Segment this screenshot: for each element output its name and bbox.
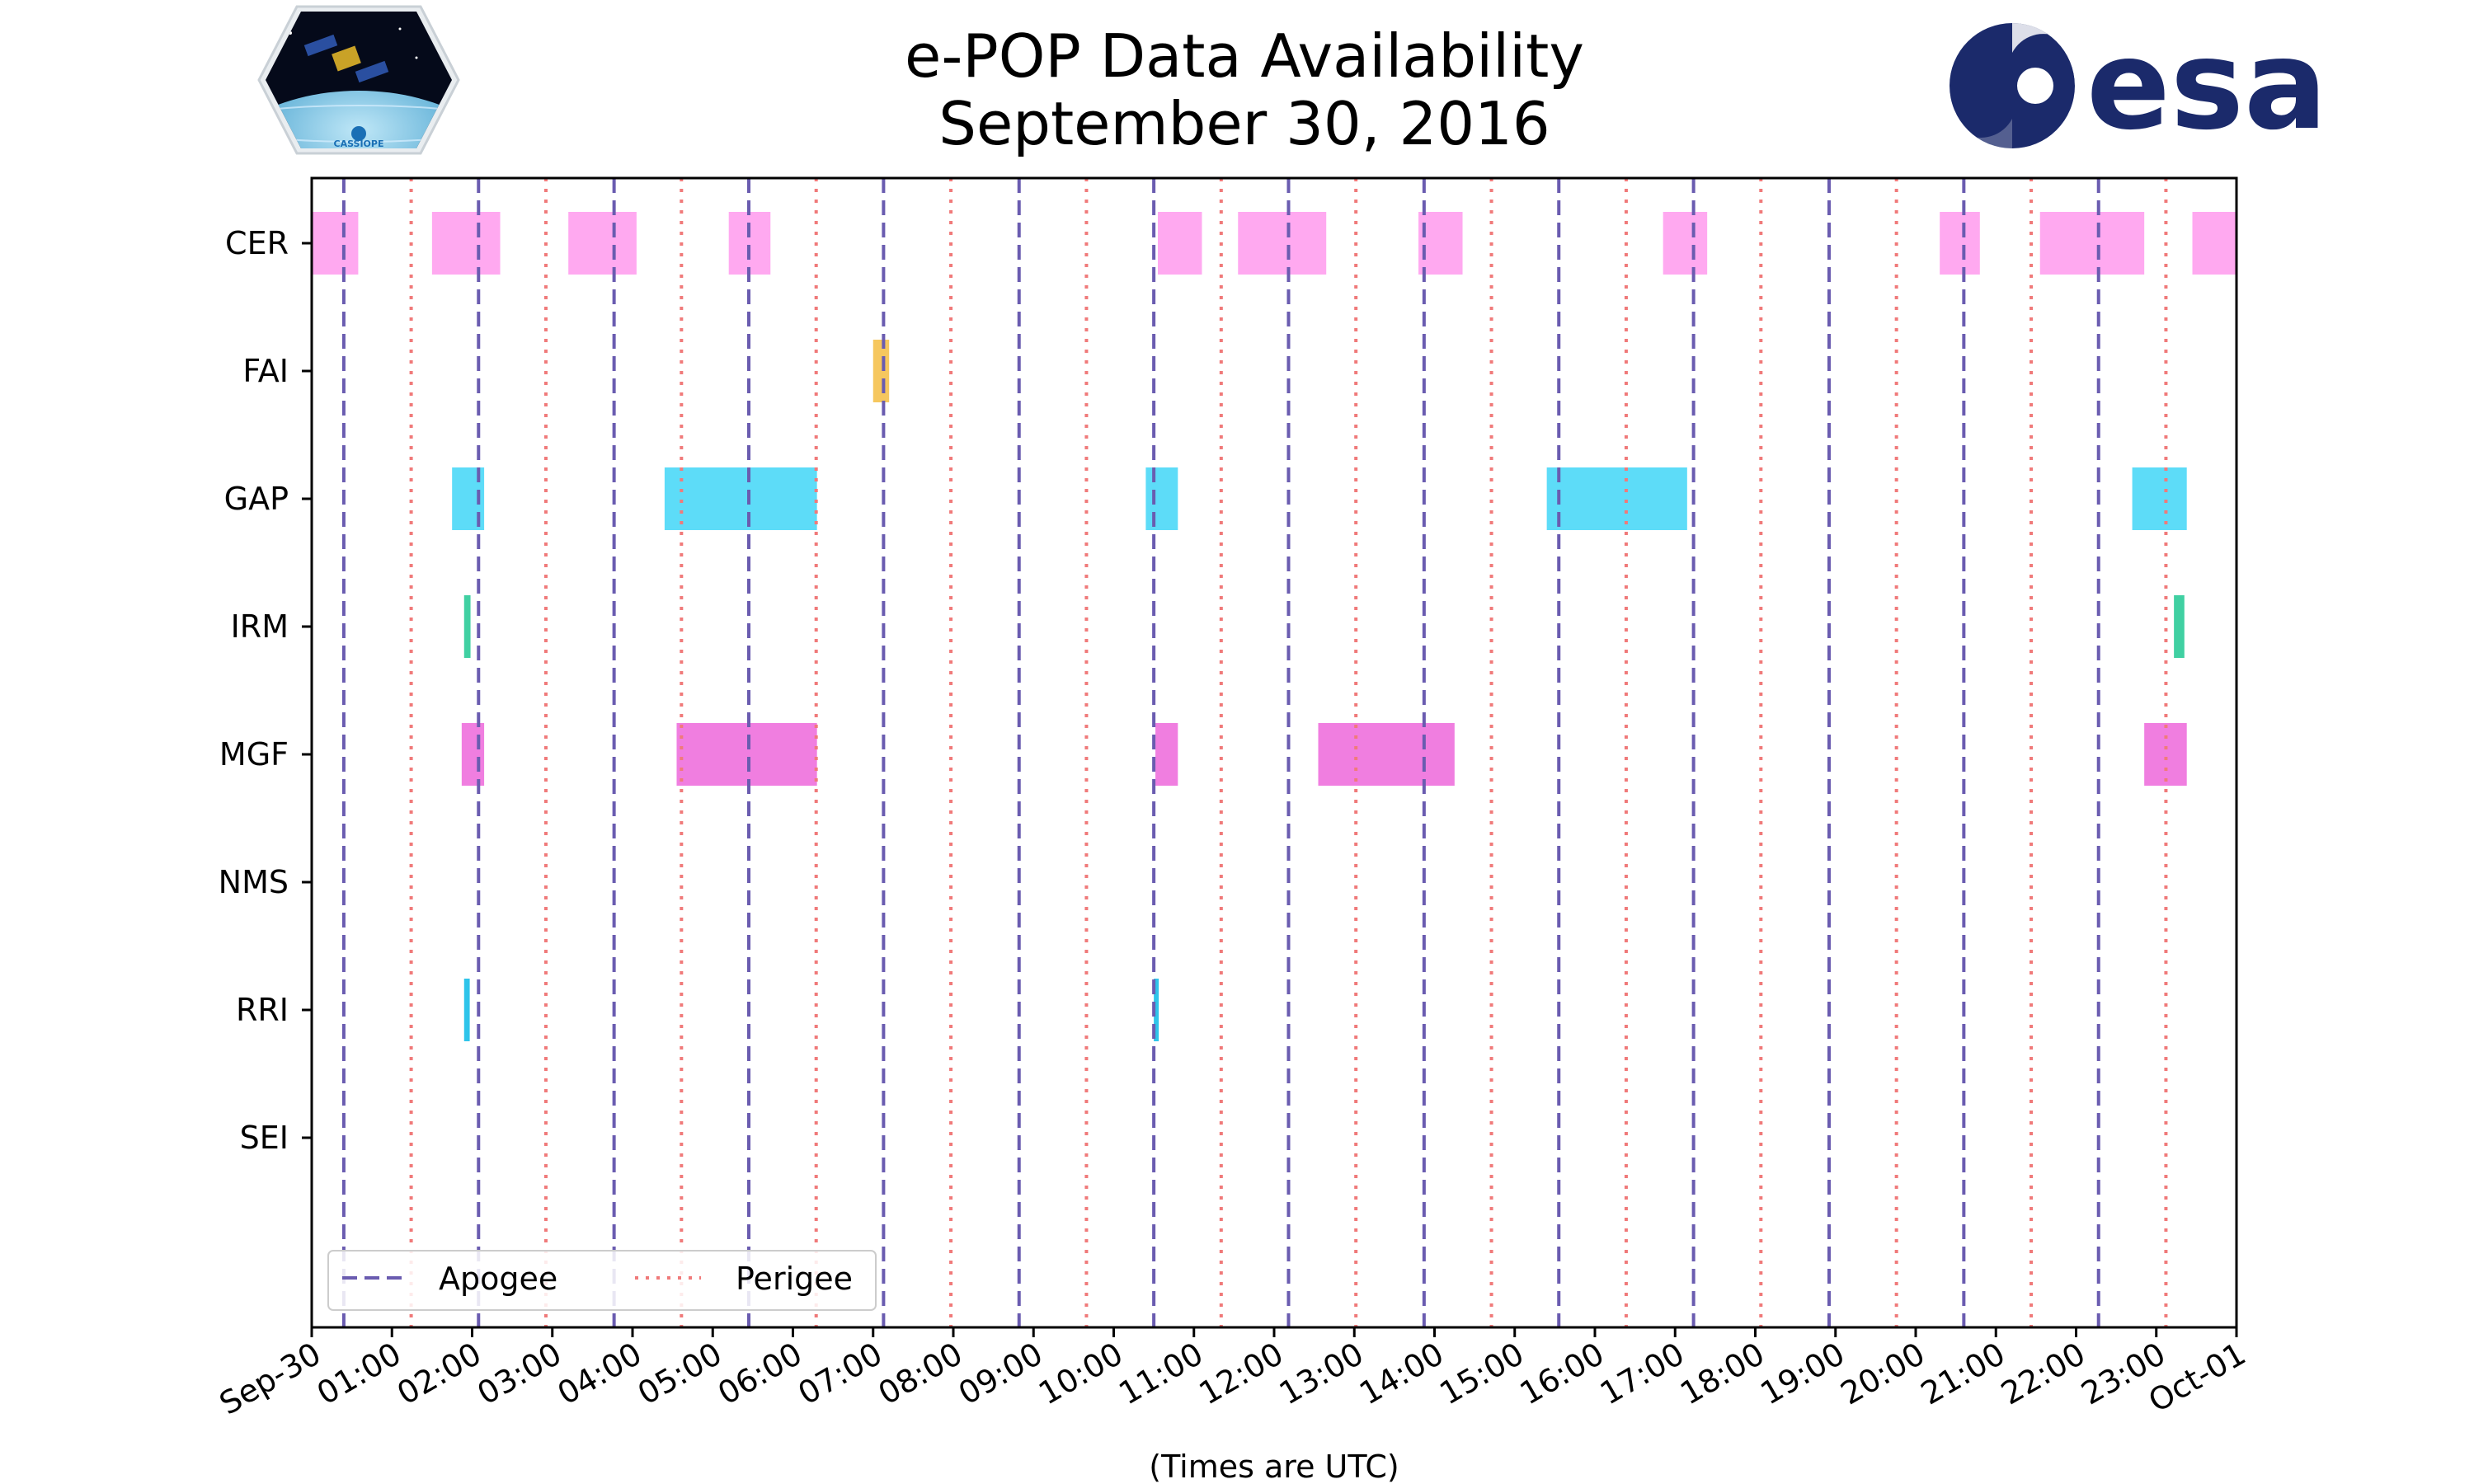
esa-logo: esa [1945, 14, 2327, 157]
bar-mgf-2 [1155, 723, 1178, 786]
legend-apogee-label: Apogee [439, 1261, 557, 1297]
bar-cer-2 [568, 212, 637, 275]
ytick-label-nms: NMS [219, 864, 289, 900]
xtick-label-6: 06:00 [712, 1336, 808, 1412]
xtick-label-13: 13:00 [1273, 1336, 1370, 1412]
xtick-label-0: Sep-30 [214, 1336, 327, 1422]
chart-title-line-1: e-POP Data Availability [905, 21, 1584, 91]
bar-mgf-1 [676, 723, 817, 786]
xtick-label-20: 20:00 [1835, 1336, 1931, 1412]
legend-box [327, 1250, 877, 1311]
bar-irm-0 [463, 595, 471, 658]
bar-gap-4 [2132, 467, 2187, 530]
xtick-label-21: 21:00 [1915, 1336, 2011, 1412]
bar-cer-7 [1663, 212, 1708, 275]
legend-perigee-label: Perigee [736, 1261, 853, 1297]
esa-logo-text: esa [2086, 14, 2327, 157]
ytick-label-rri: RRI [236, 992, 289, 1028]
bar-cer-1 [431, 212, 501, 275]
ytick-label-irm: IRM [231, 608, 289, 645]
bar-cer-9 [2039, 212, 2145, 275]
xtick-label-9: 09:00 [952, 1336, 1049, 1412]
xtick-label-18: 18:00 [1674, 1336, 1771, 1412]
xtick-label-1: 01:00 [311, 1336, 407, 1412]
cassiope-logo-text: CASSIOPE [334, 139, 384, 149]
chart-title-line-2: September 30, 2016 [938, 89, 1550, 158]
bar-cer-8 [1940, 212, 1980, 275]
bar-mgf-4 [2144, 723, 2187, 786]
bar-cer-10 [2192, 212, 2236, 275]
bar-gap-3 [1546, 467, 1687, 530]
xtick-label-3: 03:00 [471, 1336, 567, 1412]
xtick-label-11: 11:00 [1112, 1336, 1209, 1412]
bar-mgf-3 [1318, 723, 1455, 786]
bar-gap-2 [1145, 467, 1178, 530]
xtick-label-5: 05:00 [632, 1336, 728, 1412]
bar-irm-1 [2174, 595, 2185, 658]
orbit-lines [341, 178, 2168, 1327]
bar-cer-6 [1418, 212, 1463, 275]
xtick-label-10: 10:00 [1032, 1336, 1129, 1412]
bar-cer-0 [312, 212, 359, 275]
xtick-label-16: 16:00 [1514, 1336, 1611, 1412]
ytick-label-sei: SEI [240, 1120, 289, 1156]
plot-frame [310, 176, 2238, 1329]
xtick-label-22: 22:00 [1995, 1336, 2091, 1412]
xtick-label-4: 04:00 [552, 1336, 648, 1412]
ytick-label-fai: FAI [242, 353, 289, 389]
interval-bars [312, 212, 2236, 1041]
xtick-label-12: 12:00 [1193, 1336, 1290, 1412]
xtick-label-14: 14:00 [1353, 1336, 1450, 1412]
bar-cer-4 [1157, 212, 1202, 275]
legend: Apogee Perigee [327, 1250, 877, 1311]
bar-mgf-0 [461, 723, 485, 786]
bar-fai-0 [872, 340, 890, 402]
satellite-icon [303, 34, 389, 83]
ytick-label-gap: GAP [224, 481, 289, 517]
bar-rri-0 [463, 979, 470, 1041]
xtick-label-2: 02:00 [391, 1336, 487, 1412]
x-axis: Sep-3001:0002:0003:0004:0005:0006:0007:0… [214, 1327, 2252, 1422]
bar-rri-1 [1154, 979, 1159, 1041]
ytick-label-mgf: MGF [219, 736, 289, 773]
xtick-label-7: 07:00 [792, 1336, 888, 1412]
xtick-label-8: 08:00 [872, 1336, 969, 1412]
xtick-label-17: 17:00 [1594, 1336, 1691, 1412]
ytick-label-cer: CER [225, 225, 289, 261]
xtick-label-19: 19:00 [1754, 1336, 1851, 1412]
esa-swirl-icon [1945, 23, 2079, 148]
bar-cer-5 [1238, 212, 1327, 275]
bar-cer-3 [728, 212, 771, 275]
xtick-label-15: 15:00 [1433, 1336, 1530, 1412]
bar-gap-1 [664, 467, 817, 530]
y-axis: CER FAI GAP IRM MGF NMS RRI SEI [219, 225, 312, 1156]
x-axis-label: (Times are UTC) [1149, 1449, 1399, 1484]
